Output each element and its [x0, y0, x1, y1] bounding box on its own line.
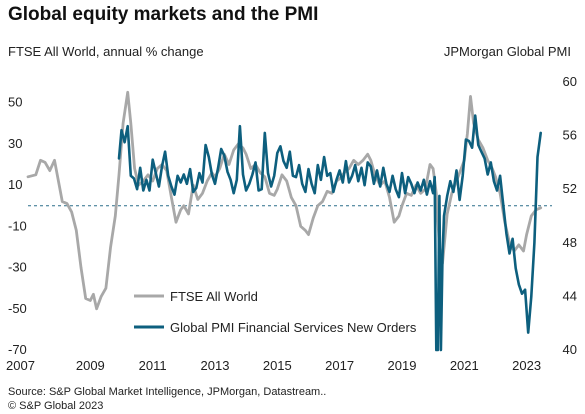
y2-tick-label: 40 — [563, 342, 577, 357]
legend-label-ftse: FTSE All World — [170, 289, 258, 304]
x-tick-label: 2009 — [76, 358, 105, 373]
y2-tick-label: 48 — [563, 235, 577, 250]
x-tick-label: 2019 — [388, 358, 417, 373]
x-tick-label: 2011 — [139, 358, 167, 373]
legend: FTSE All World Global PMI Financial Serv… — [134, 289, 417, 335]
y-tick-label: -70 — [8, 342, 27, 357]
x-tick-label: 2013 — [201, 358, 230, 373]
y-tick-label: -10 — [8, 218, 27, 233]
y2-tick-label: 60 — [563, 74, 577, 89]
copyright-note: © S&P Global 2023 — [8, 400, 104, 412]
y-tick-label: 10 — [8, 177, 22, 192]
y-tick-label: 30 — [8, 136, 22, 151]
chart-title: Global equity markets and the PMI — [8, 4, 319, 25]
bottom-axis-ticks: 2007 2009 2011 2013 2015 2017 2019 2021 2023 — [6, 358, 541, 373]
x-tick-label: 2023 — [512, 358, 541, 373]
y2-tick-label: 56 — [563, 128, 577, 143]
right-axis-ticks: 60 56 52 48 44 40 — [563, 74, 577, 357]
source-note: Source: S&P Global Market Intelligence, … — [8, 386, 327, 398]
y-tick-label: 50 — [8, 95, 22, 110]
x-tick-label: 2017 — [325, 358, 354, 373]
y-tick-label: -30 — [8, 260, 27, 275]
y2-tick-label: 52 — [563, 181, 577, 196]
y2-tick-label: 44 — [563, 288, 577, 303]
left-axis-label: FTSE All World, annual % change — [8, 44, 204, 59]
series-line-pmi — [117, 114, 543, 352]
left-axis-ticks: 50 30 10 -10 -30 -50 -70 — [8, 95, 27, 357]
series-layer — [26, 90, 543, 352]
y-tick-label: -50 — [8, 301, 27, 316]
series-line-ftse — [26, 90, 543, 311]
x-tick-label: 2007 — [6, 358, 35, 373]
x-tick-label: 2021 — [450, 358, 479, 373]
right-axis-label: JPMorgan Global PMI — [443, 44, 571, 59]
legend-label-pmi: Global PMI Financial Services New Orders — [170, 320, 417, 335]
x-tick-label: 2015 — [263, 358, 292, 373]
